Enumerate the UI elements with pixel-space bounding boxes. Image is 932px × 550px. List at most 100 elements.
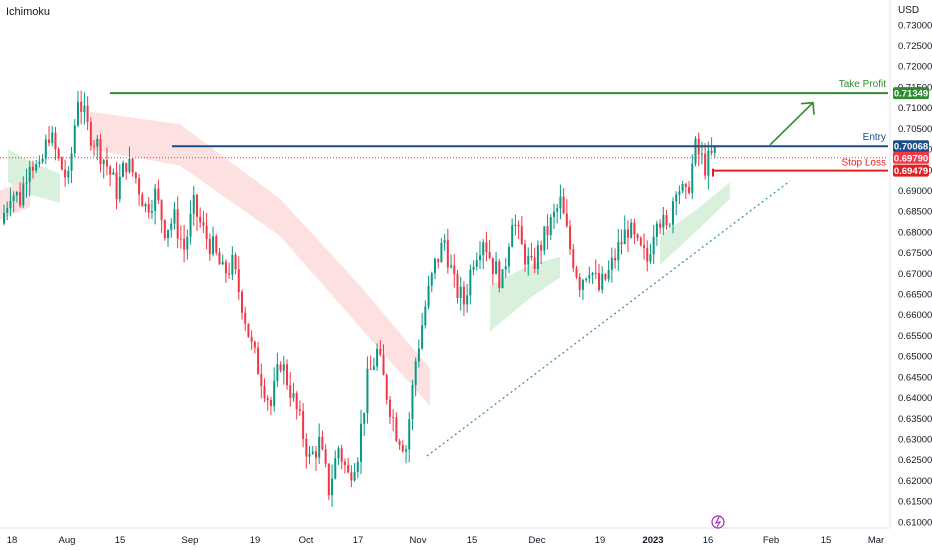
candle-body [327, 463, 330, 496]
candle-body [585, 278, 588, 281]
candle-body [302, 410, 305, 439]
candle-body [231, 254, 234, 275]
candle-body [160, 200, 163, 221]
candle-body [19, 192, 22, 206]
candle-body [543, 226, 546, 251]
candle-body [73, 125, 76, 154]
y-tick-label: 0.72500 [898, 41, 932, 52]
candle-body [221, 261, 224, 265]
candle-body [610, 257, 613, 270]
indicator-label[interactable]: Ichimoku [6, 6, 51, 18]
candle-body [311, 451, 314, 454]
candle-body [514, 224, 517, 226]
candle-body [662, 215, 665, 228]
candle-body [636, 234, 639, 239]
candle-body [659, 223, 662, 228]
candle-body [150, 210, 153, 213]
candle-body [244, 312, 247, 324]
cloud-bear-segment [90, 111, 430, 406]
y-tick-label: 0.64000 [898, 393, 932, 404]
candle-body [51, 132, 54, 143]
y-tick-label: 0.67000 [898, 269, 932, 280]
candle-body [147, 203, 150, 213]
candle-body [462, 286, 465, 305]
candle-body [456, 274, 459, 299]
candle-body [179, 238, 182, 240]
candle-body [318, 436, 321, 458]
candle-body [569, 226, 572, 250]
candle-body [247, 323, 250, 337]
cloud-bull-segment [490, 256, 560, 332]
candle-body [437, 258, 440, 263]
candle-body [395, 417, 398, 441]
candle-body [398, 440, 401, 446]
candles [3, 90, 716, 507]
x-tick-label: Oct [299, 535, 314, 546]
candle-body [131, 158, 134, 173]
x-tick-label: 2023 [642, 535, 663, 546]
candle-body [530, 255, 533, 258]
price-tag-text: 0.71349 [894, 89, 928, 100]
candle-body [269, 400, 272, 407]
candle-body [38, 161, 41, 165]
candle-body [347, 464, 350, 473]
candle-body [475, 260, 478, 267]
target-arrow-head [800, 101, 815, 115]
candle-body [713, 146, 716, 153]
candle-body [195, 194, 198, 217]
candle-body [614, 257, 617, 261]
candle-body [408, 419, 411, 450]
candle-body [289, 385, 292, 398]
y-tick-label: 0.68000 [898, 227, 932, 238]
candle-body [134, 172, 137, 179]
candle-body [60, 157, 63, 170]
price-tag-text: 0.69479 [894, 166, 928, 177]
current-price-tag-text: 0.69790 [894, 153, 928, 164]
candle-body [552, 211, 555, 218]
candle-body [83, 105, 86, 112]
candle-body [234, 254, 237, 270]
candle-body [379, 348, 382, 355]
candle-body [556, 208, 559, 212]
candle-body [266, 398, 269, 401]
candle-body [488, 252, 491, 258]
candle-body [678, 191, 681, 195]
candle-body [607, 269, 610, 280]
candle-body [70, 153, 73, 171]
y-tick-label: 0.61500 [898, 497, 932, 508]
candle-body [279, 364, 282, 371]
event-marker[interactable] [711, 515, 725, 529]
candle-body [163, 220, 166, 239]
candle-body [54, 132, 57, 150]
candle-body [414, 361, 417, 386]
candle-body [282, 364, 285, 371]
candle-body [427, 285, 430, 307]
candle-body [314, 451, 317, 458]
candle-body [167, 229, 170, 239]
x-tick-label: 17 [353, 535, 364, 546]
candle-body [392, 416, 395, 418]
candle-body [340, 448, 343, 462]
candle-body [144, 203, 147, 207]
time-axis[interactable]: 18 Aug 15 Sep 19 Oct 17 Nov 15 Dec 19 2023 16 Feb 15 Ma… [7, 535, 884, 546]
candle-body [385, 375, 388, 400]
candle-body [334, 458, 337, 479]
candle-body [64, 169, 67, 178]
candle-body [520, 226, 523, 245]
candle-body [199, 216, 202, 223]
candle-body [581, 280, 584, 290]
candle-body [578, 276, 581, 290]
x-tick-label: Mar [868, 535, 884, 546]
candle-body [527, 255, 530, 265]
candle-body [48, 139, 51, 143]
candle-body [655, 223, 658, 237]
candle-body [684, 183, 687, 188]
candle-body [376, 348, 379, 367]
candle-body [620, 242, 623, 245]
y-tick-label: 0.68500 [898, 207, 932, 218]
x-tick-label: Sep [182, 535, 199, 546]
y-tick-label: 0.65500 [898, 331, 932, 342]
candle-body [671, 201, 674, 225]
